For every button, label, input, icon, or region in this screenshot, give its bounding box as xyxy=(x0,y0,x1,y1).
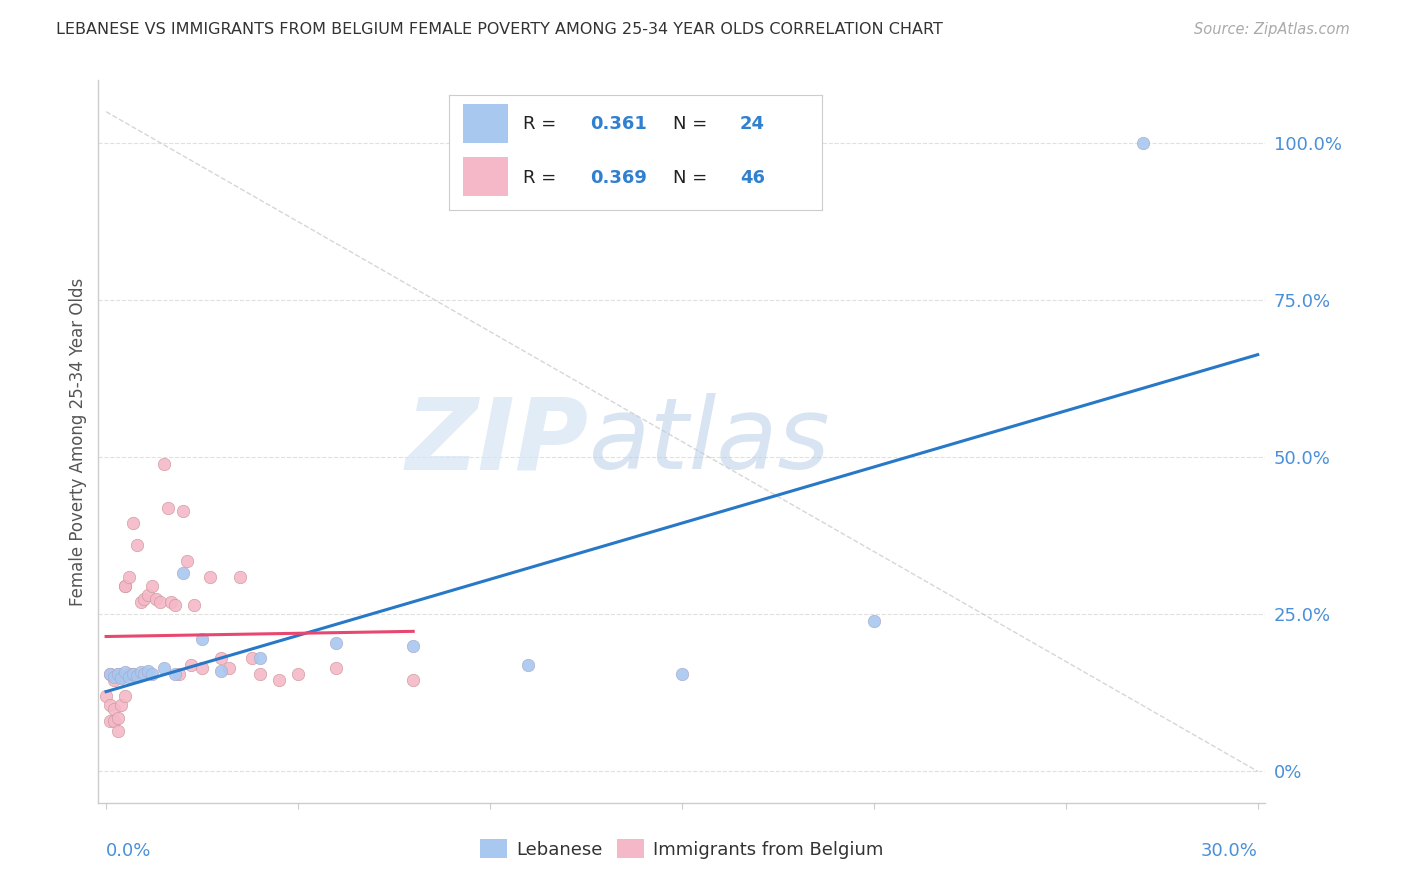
Point xyxy=(671,667,693,681)
Point xyxy=(267,673,290,688)
Point xyxy=(110,672,132,686)
Point xyxy=(114,579,136,593)
Point xyxy=(141,579,163,593)
Point xyxy=(141,667,163,681)
Y-axis label: Female Poverty Among 25-34 Year Olds: Female Poverty Among 25-34 Year Olds xyxy=(69,277,87,606)
Point xyxy=(114,665,136,679)
Point xyxy=(110,670,132,684)
Text: 30.0%: 30.0% xyxy=(1201,842,1258,860)
Point xyxy=(287,667,309,681)
Point xyxy=(517,657,540,672)
Point xyxy=(136,589,159,603)
Point xyxy=(122,667,145,681)
Point xyxy=(103,701,125,715)
Point xyxy=(240,651,263,665)
Point xyxy=(156,500,179,515)
Point xyxy=(118,569,141,583)
Point xyxy=(110,698,132,713)
Text: ZIP: ZIP xyxy=(405,393,589,490)
Point xyxy=(191,661,214,675)
Point xyxy=(218,661,240,675)
Point xyxy=(152,457,174,471)
Point xyxy=(863,614,886,628)
Point xyxy=(402,639,425,653)
Point xyxy=(172,503,194,517)
Point xyxy=(107,723,129,738)
Point xyxy=(129,665,152,679)
Legend: Lebanese, Immigrants from Belgium: Lebanese, Immigrants from Belgium xyxy=(472,832,891,866)
Point xyxy=(325,661,347,675)
Point xyxy=(1132,136,1154,150)
Point xyxy=(249,667,271,681)
Point xyxy=(107,667,129,681)
Text: Source: ZipAtlas.com: Source: ZipAtlas.com xyxy=(1194,22,1350,37)
Point xyxy=(125,538,148,552)
Point xyxy=(209,664,232,678)
Point xyxy=(191,632,214,647)
Point xyxy=(402,673,425,688)
Point xyxy=(129,595,152,609)
Point xyxy=(165,667,187,681)
Point xyxy=(114,579,136,593)
Point xyxy=(209,651,232,665)
Point xyxy=(103,714,125,728)
Point xyxy=(198,569,221,583)
Point xyxy=(107,711,129,725)
Point xyxy=(103,673,125,688)
Point xyxy=(152,661,174,675)
Point xyxy=(183,598,205,612)
Point xyxy=(118,670,141,684)
Text: 0.0%: 0.0% xyxy=(105,842,152,860)
Point xyxy=(122,667,145,681)
Point xyxy=(160,595,183,609)
Point xyxy=(167,667,190,681)
Point xyxy=(229,569,252,583)
Point xyxy=(176,554,198,568)
Point xyxy=(98,667,121,681)
Point xyxy=(98,714,121,728)
Point xyxy=(118,667,141,681)
Point xyxy=(125,669,148,683)
Point xyxy=(149,595,172,609)
Point xyxy=(136,664,159,678)
Point xyxy=(249,651,271,665)
Point xyxy=(134,667,156,681)
Text: atlas: atlas xyxy=(589,393,830,490)
Point xyxy=(325,635,347,649)
Point xyxy=(122,516,145,531)
Point xyxy=(165,598,187,612)
Point xyxy=(180,657,202,672)
Point xyxy=(114,689,136,703)
Point xyxy=(94,689,117,703)
Point xyxy=(98,698,121,713)
Point xyxy=(134,591,156,606)
Point xyxy=(145,591,167,606)
Point xyxy=(107,667,129,681)
Point xyxy=(172,566,194,581)
Text: LEBANESE VS IMMIGRANTS FROM BELGIUM FEMALE POVERTY AMONG 25-34 YEAR OLDS CORRELA: LEBANESE VS IMMIGRANTS FROM BELGIUM FEMA… xyxy=(56,22,943,37)
Point xyxy=(103,670,125,684)
Point xyxy=(98,667,121,681)
